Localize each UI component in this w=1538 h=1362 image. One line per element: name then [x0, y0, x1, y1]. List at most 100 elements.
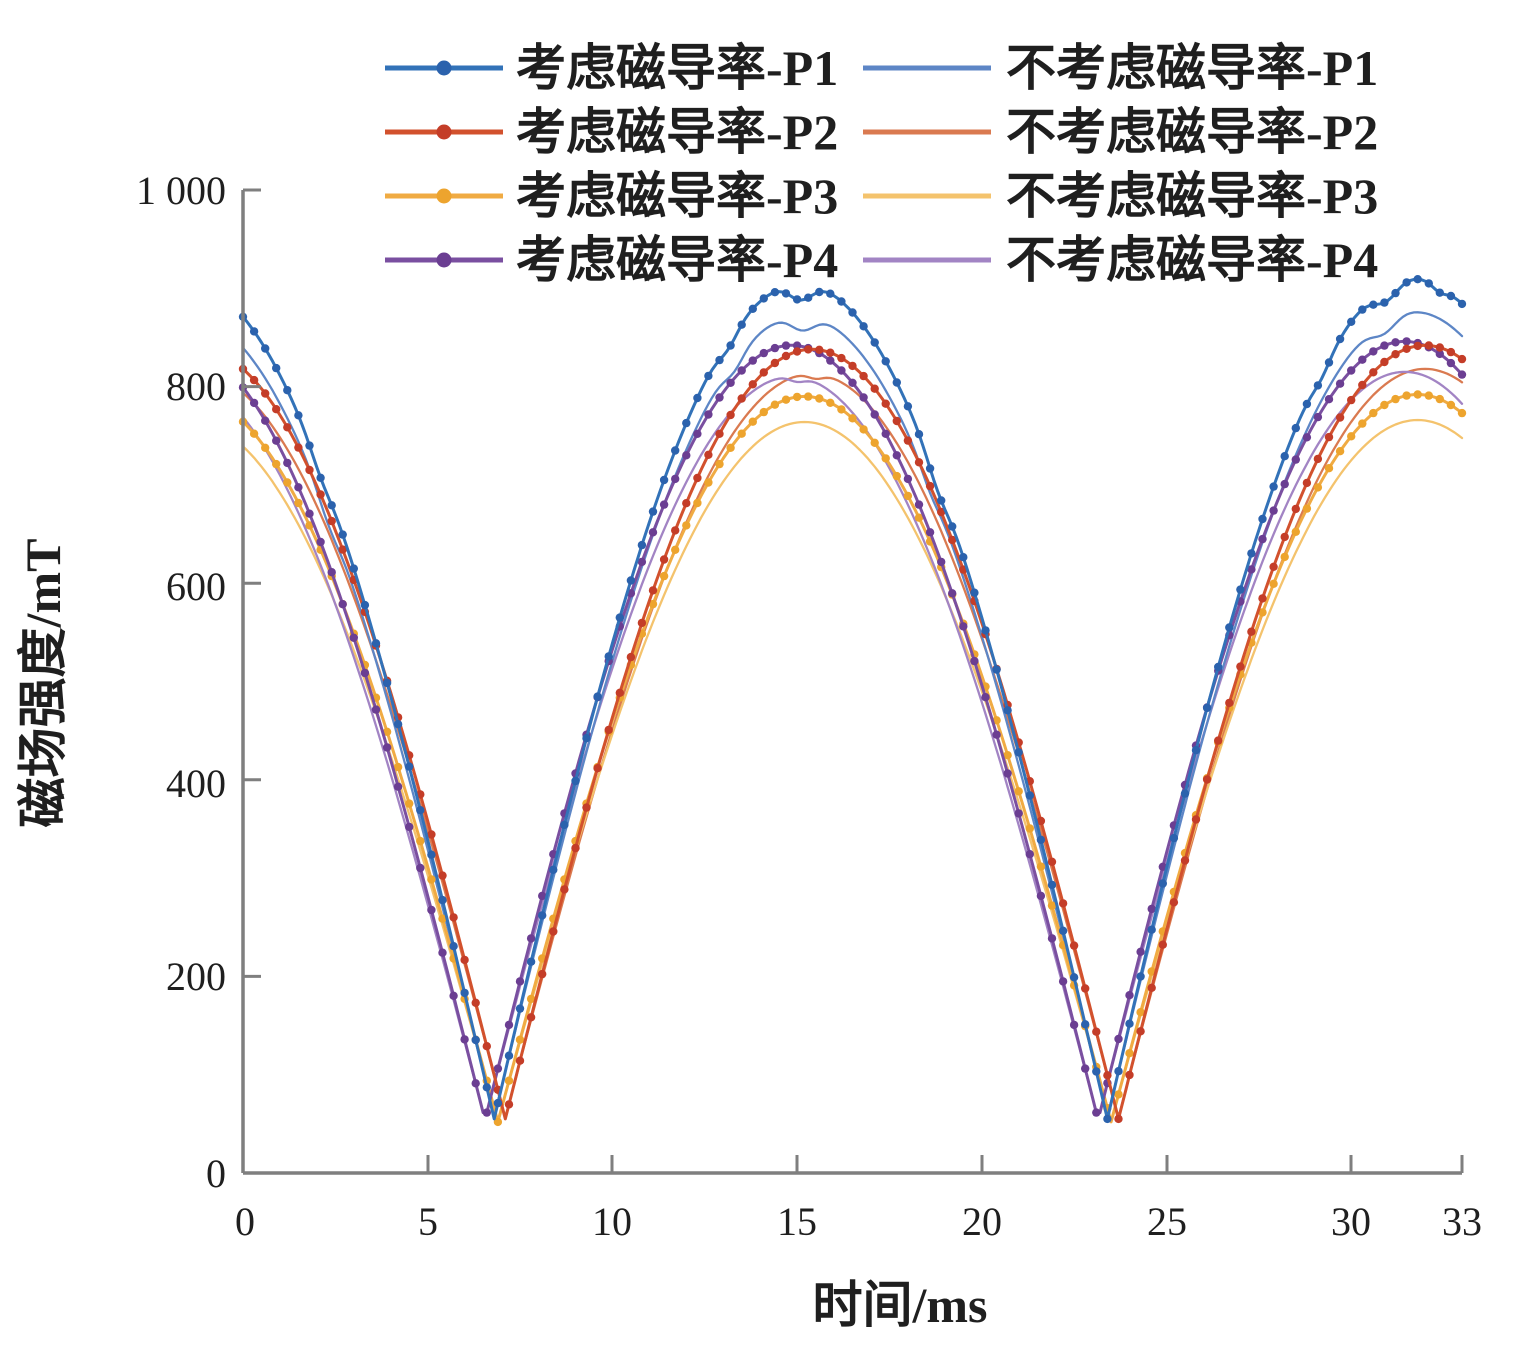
data-point: [1446, 347, 1456, 357]
data-point: [881, 399, 890, 408]
data-point: [1136, 972, 1145, 981]
data-point: [1347, 366, 1356, 375]
data-point: [1069, 1020, 1079, 1030]
x-tick-labels: 0 5 10 15 20 25 30 33: [235, 1199, 1482, 1244]
data-point: [1402, 344, 1411, 353]
data-point: [526, 957, 536, 966]
data-point: [1335, 413, 1345, 422]
data-point: [1003, 751, 1012, 760]
data-point: [1058, 926, 1068, 935]
legend-label: 考虑磁导率-P3: [516, 168, 838, 224]
data-point: [770, 343, 780, 353]
data-point: [1369, 408, 1378, 418]
data-point: [1214, 736, 1223, 745]
data-point: [294, 411, 303, 420]
data-point: [1380, 341, 1389, 350]
data-point: [903, 436, 913, 445]
data-point: [1047, 857, 1057, 866]
data-point: [937, 557, 946, 567]
data-point: [837, 405, 846, 414]
data-point: [371, 639, 381, 648]
data-point: [1302, 504, 1312, 513]
data-point: [294, 483, 303, 492]
data-point: [737, 320, 746, 329]
data-point: [493, 1098, 503, 1108]
data-point: [427, 850, 436, 859]
series-markers-p2-considered: [238, 341, 1467, 1124]
data-point: [316, 490, 325, 499]
data-point: [781, 341, 791, 350]
data-point: [261, 344, 270, 353]
data-point: [1291, 423, 1301, 433]
data-point: [338, 545, 347, 554]
data-point: [1302, 433, 1312, 442]
data-point: [1369, 368, 1378, 377]
y-tick-label: 1 000: [136, 168, 226, 213]
data-point: [1313, 381, 1323, 390]
data-point: [1047, 934, 1057, 943]
data-point: [1402, 337, 1411, 346]
data-point: [682, 499, 691, 508]
data-point: [648, 599, 658, 609]
data-point: [1092, 1027, 1101, 1036]
x-tick-label: 30: [1331, 1199, 1371, 1244]
data-point: [1025, 791, 1035, 800]
data-point: [859, 425, 868, 434]
data-point: [715, 459, 724, 469]
data-point: [261, 389, 270, 398]
data-point: [1158, 940, 1168, 949]
data-point: [261, 416, 270, 425]
data-point: [560, 820, 569, 830]
data-point: [515, 1056, 525, 1065]
data-point: [1047, 880, 1057, 890]
data-point: [1125, 1049, 1134, 1058]
data-point: [1435, 343, 1445, 352]
data-point: [1225, 623, 1234, 632]
data-point: [249, 429, 259, 438]
data-point: [826, 348, 835, 357]
data-point: [1369, 347, 1378, 356]
data-point: [1380, 400, 1389, 410]
data-point: [615, 688, 624, 697]
data-point: [859, 393, 868, 402]
data-point: [604, 725, 613, 735]
data-point: [560, 885, 569, 894]
data-point: [460, 1035, 469, 1044]
data-point: [1347, 395, 1356, 405]
data-point: [526, 994, 536, 1004]
data-point: [1435, 349, 1445, 359]
data-point: [1457, 354, 1467, 364]
data-point: [1136, 1008, 1145, 1017]
data-point: [1202, 775, 1212, 784]
data-point: [1114, 1114, 1123, 1124]
data-point: [1291, 504, 1301, 514]
data-point: [759, 368, 768, 377]
data-point: [294, 498, 303, 508]
data-point: [1424, 279, 1434, 288]
x-tick-label: 20: [962, 1199, 1002, 1244]
data-point: [1125, 1070, 1134, 1080]
data-point: [1036, 862, 1046, 871]
y-tick-labels: 0 200 400 600 800 1 000: [136, 168, 226, 1196]
y-tick-label: 200: [166, 954, 226, 999]
data-point: [959, 553, 968, 562]
data-point: [615, 613, 624, 622]
data-point: [671, 526, 680, 535]
series-markers-p4-considered: [238, 337, 1467, 1117]
data-point: [1424, 391, 1434, 400]
series-line-p4-considered: [241, 339, 1464, 1115]
data-point: [1047, 901, 1057, 910]
series-line-p4-not-considered: [241, 370, 1464, 1114]
data-point: [393, 782, 403, 791]
data-point: [515, 977, 525, 986]
data-point: [283, 478, 292, 487]
data-point: [283, 386, 292, 395]
data-point: [261, 443, 270, 452]
data-point: [360, 668, 370, 678]
x-axis-title: 时间/ms: [813, 1277, 988, 1333]
data-point: [748, 356, 757, 365]
data-point: [460, 988, 469, 998]
data-point: [914, 500, 924, 509]
data-point: [837, 353, 846, 363]
data-point: [1025, 824, 1035, 833]
